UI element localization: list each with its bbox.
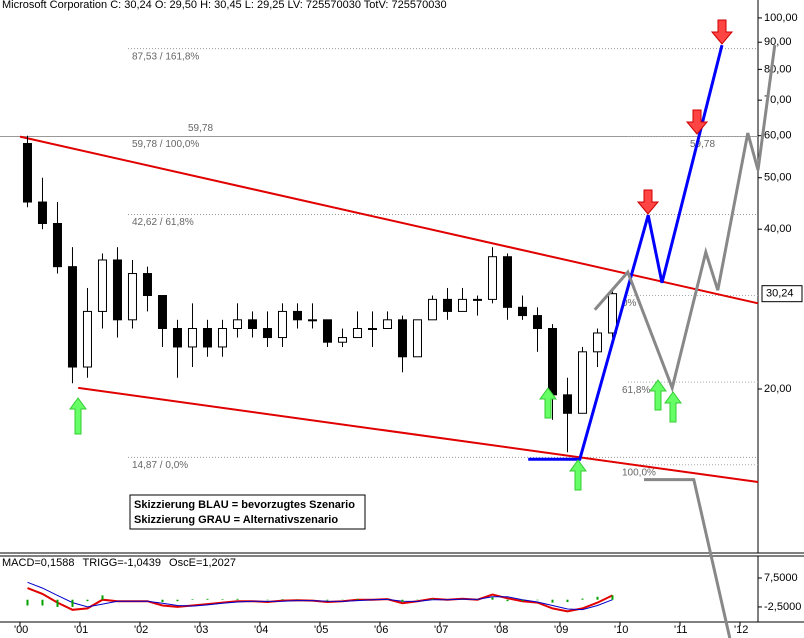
scenario-note: Skizzierung BLAU = bevorzugtes Szenario … <box>129 494 366 530</box>
candle-body <box>232 319 242 330</box>
trendline <box>19 135 759 305</box>
candle-body <box>367 328 377 331</box>
candle-body <box>337 337 347 343</box>
legend-entry: TRIGG=-1,0439 <box>82 557 161 569</box>
down-arrow <box>685 109 709 135</box>
candle-body <box>472 298 482 301</box>
candle-body <box>412 319 422 358</box>
candle-body <box>487 256 497 300</box>
x-tick-label: '03 <box>194 624 208 636</box>
legend-entry: MACD=0,1588 <box>2 557 74 569</box>
candle-body <box>67 266 77 368</box>
y-tick-label: 100,00 <box>764 12 798 24</box>
arrows <box>69 19 734 491</box>
note-text: Skizzierung BLAU = bevorzugtes Szenario <box>134 499 355 511</box>
candle-body <box>532 315 542 330</box>
down-arrow <box>710 19 734 45</box>
y-tick-label: 40,00 <box>764 223 792 235</box>
y-tick-label: 20,00 <box>764 383 792 395</box>
x-tick-label: '00 <box>14 624 28 636</box>
up-arrow <box>539 387 557 419</box>
y-tick-label: 7,5000 <box>764 572 798 584</box>
x-tick-label: '02 <box>134 624 148 636</box>
candle-body <box>382 319 392 330</box>
high-line-label: 59,78 <box>188 123 213 134</box>
trendline <box>78 386 759 483</box>
note-box <box>129 494 366 530</box>
x-tick-label: '08 <box>494 624 508 636</box>
x-tick-label: '06 <box>374 624 388 636</box>
candle-body <box>442 298 452 312</box>
candle-body <box>277 310 287 339</box>
candle-body <box>577 351 587 414</box>
scenario-path <box>528 44 724 461</box>
fib-label: 59,78 / 100,0% <box>132 139 199 150</box>
candle-body <box>547 328 557 396</box>
scenario-path <box>593 44 777 393</box>
candle-body <box>322 319 332 343</box>
x-tick-label: '07 <box>434 624 448 636</box>
chart-title: Microsoft Corporation C: 30,24 O: 29,50 … <box>2 0 447 11</box>
up-arrow <box>649 379 667 411</box>
y-tick-label: 70,00 <box>764 94 792 106</box>
scenario-path <box>644 478 732 638</box>
x-tick-label: '10 <box>614 624 628 636</box>
candle-body <box>307 319 317 322</box>
fib-label: 87,53 / 161,8% <box>132 51 199 62</box>
y-tick-label: 50,00 <box>764 172 792 184</box>
candle-body <box>397 319 407 358</box>
up-arrow <box>569 459 587 491</box>
candle-body <box>142 273 152 297</box>
fib-label: 0% <box>622 298 637 309</box>
up-arrow <box>664 391 682 423</box>
fib-label: 42,62 / 61,8% <box>132 217 194 228</box>
fib-label: 59,78 <box>690 139 715 150</box>
fib-label: 61,8% <box>622 385 650 396</box>
y-tick-label: 90,00 <box>764 36 792 48</box>
candle-body <box>247 319 257 330</box>
candle-body <box>112 259 122 321</box>
candle-body <box>52 222 62 268</box>
candle-body <box>457 298 467 312</box>
x-tick-label: '04 <box>254 624 268 636</box>
candle-body <box>352 328 362 339</box>
x-tick-label: '09 <box>554 624 568 636</box>
note-text: Skizzierung GRAU = Alternativszenario <box>134 514 338 526</box>
candle-body <box>562 394 572 414</box>
candle-body <box>292 310 302 321</box>
candle-body <box>82 310 92 368</box>
up-arrow <box>69 397 87 435</box>
candle-body <box>262 328 272 339</box>
candle-body <box>427 298 437 321</box>
x-tick-label: '11 <box>674 624 688 636</box>
legend-entry: OscE=1,2027 <box>169 557 236 569</box>
y-tick-label: -2,5000 <box>764 601 801 613</box>
fib-label: 100,0% <box>622 467 656 478</box>
candle-body <box>37 201 47 224</box>
y-tick-label: 80,00 <box>764 63 792 75</box>
last-price-label: 30,24 <box>766 288 794 300</box>
candle-body <box>217 328 227 348</box>
candle-body <box>127 273 137 321</box>
candle-body <box>97 259 107 312</box>
x-tick-label: '12 <box>734 624 748 636</box>
candle-body <box>172 328 182 348</box>
down-arrow <box>636 189 660 215</box>
candle-body <box>607 293 617 334</box>
last-price-box <box>761 285 803 303</box>
indicator-line <box>27 581 613 611</box>
fib-label: 14,87 / 0,0% <box>132 460 188 471</box>
x-tick-label: '01 <box>74 624 88 636</box>
candle-body <box>187 328 197 348</box>
candle-body <box>202 328 212 348</box>
candle-body <box>22 143 32 203</box>
candle-body <box>592 332 602 353</box>
x-tick-label: '05 <box>314 624 328 636</box>
candle-body <box>502 256 512 308</box>
y-tick-label: 60,00 <box>764 130 792 142</box>
candle-body <box>517 306 527 317</box>
candle-body <box>157 295 167 330</box>
